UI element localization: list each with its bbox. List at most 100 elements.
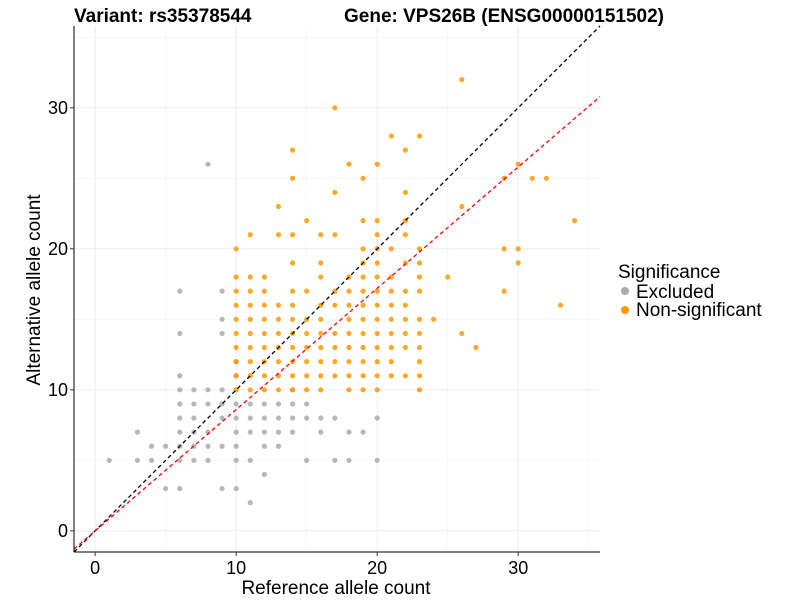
data-point-non-significant <box>374 274 380 280</box>
y-tick-label: 0 <box>58 521 68 541</box>
data-point-excluded <box>275 401 282 407</box>
data-point-excluded <box>148 443 155 449</box>
data-point-excluded <box>177 401 183 407</box>
data-point-non-significant <box>304 288 310 294</box>
data-point-non-significant <box>402 373 408 379</box>
data-point-non-significant <box>557 302 564 308</box>
data-point-excluded <box>191 457 197 463</box>
data-point-non-significant <box>416 288 423 294</box>
data-point-non-significant <box>233 330 239 337</box>
data-point-non-significant <box>233 316 239 322</box>
data-point-non-significant <box>289 344 296 351</box>
data-point-non-significant <box>374 330 380 337</box>
data-point-non-significant <box>360 373 366 379</box>
data-point-non-significant <box>275 203 282 210</box>
y-tick-label: 20 <box>48 239 68 259</box>
data-point-non-significant <box>374 218 380 224</box>
data-point-non-significant <box>360 274 366 280</box>
chart-title-gene: Gene: VPS26B (ENSG00000151502) <box>344 6 664 27</box>
data-point-non-significant <box>402 260 408 266</box>
data-point-non-significant <box>416 316 423 322</box>
data-point-non-significant <box>318 274 324 280</box>
data-point-non-significant <box>289 175 296 181</box>
data-point-excluded <box>304 457 310 463</box>
data-point-excluded <box>318 429 324 435</box>
y-tick-label: 30 <box>48 98 68 118</box>
data-point-excluded <box>177 457 183 463</box>
data-point-non-significant <box>374 302 380 308</box>
data-point-non-significant <box>374 373 380 379</box>
data-point-non-significant <box>360 387 366 393</box>
legend: Significance Excluded Non-significant <box>618 262 762 321</box>
data-point-non-significant <box>247 316 253 322</box>
data-point-non-significant <box>360 246 366 252</box>
data-point-non-significant <box>261 274 267 280</box>
data-point-excluded <box>304 415 310 421</box>
data-point-non-significant <box>247 288 253 294</box>
data-point-non-significant <box>318 387 324 393</box>
data-point-non-significant <box>261 288 267 294</box>
data-point-non-significant <box>360 344 366 351</box>
data-point-non-significant <box>304 330 310 337</box>
data-point-non-significant <box>360 288 366 294</box>
data-point-excluded <box>219 485 225 492</box>
data-point-non-significant <box>304 344 310 351</box>
data-point-excluded <box>247 401 253 407</box>
data-point-excluded <box>177 387 183 393</box>
data-point-non-significant <box>402 232 408 238</box>
data-point-non-significant <box>346 387 352 393</box>
data-point-excluded <box>177 415 183 421</box>
data-point-non-significant <box>346 330 352 337</box>
data-point-non-significant <box>233 359 239 365</box>
data-point-non-significant <box>247 344 253 351</box>
tick-labels: 0 10 20 30 0 10 20 30 <box>48 98 528 578</box>
data-point-non-significant <box>501 288 507 294</box>
data-point-non-significant <box>289 387 296 393</box>
data-point-non-significant <box>275 359 282 365</box>
data-point-excluded <box>275 443 282 449</box>
data-point-excluded <box>233 457 239 463</box>
data-point-excluded <box>205 401 211 407</box>
data-point-excluded <box>191 415 197 421</box>
data-point-non-significant <box>388 330 394 337</box>
data-point-excluded <box>134 457 141 463</box>
data-point-non-significant <box>275 330 282 337</box>
data-point-non-significant <box>374 344 380 351</box>
data-point-excluded <box>289 415 296 421</box>
data-point-excluded <box>163 443 169 449</box>
data-point-non-significant <box>332 189 338 196</box>
data-point-non-significant <box>318 260 324 266</box>
data-point-non-significant <box>247 302 253 308</box>
data-point-non-significant <box>360 218 366 224</box>
reference-lines <box>73 25 601 553</box>
data-point-non-significant <box>247 330 253 337</box>
data-point-non-significant <box>261 330 267 337</box>
data-point-excluded <box>289 429 296 435</box>
data-point-excluded <box>106 457 112 463</box>
data-point-non-significant <box>416 359 423 365</box>
data-point-non-significant <box>416 373 423 379</box>
data-point-non-significant <box>332 344 338 351</box>
data-point-non-significant <box>346 373 352 379</box>
data-point-non-significant <box>374 316 380 322</box>
data-point-excluded <box>233 443 239 449</box>
x-tick-label: 30 <box>508 558 528 578</box>
data-point-non-significant <box>318 330 324 337</box>
data-point-non-significant <box>289 316 296 322</box>
data-point-non-significant <box>346 302 352 308</box>
data-point-excluded <box>177 373 183 379</box>
data-point-non-significant <box>261 373 267 379</box>
data-point-non-significant <box>261 387 267 393</box>
data-point-non-significant <box>289 147 296 153</box>
data-point-non-significant <box>501 246 507 252</box>
data-point-non-significant <box>445 274 451 280</box>
data-point-non-significant <box>402 288 408 294</box>
data-point-non-significant <box>233 373 239 379</box>
data-point-non-significant <box>304 218 310 224</box>
data-point-non-significant <box>572 218 578 224</box>
data-point-non-significant <box>346 316 352 322</box>
data-point-excluded <box>261 471 267 478</box>
data-point-excluded <box>233 415 239 421</box>
data-point-excluded <box>148 457 155 463</box>
data-point-excluded <box>275 429 282 435</box>
